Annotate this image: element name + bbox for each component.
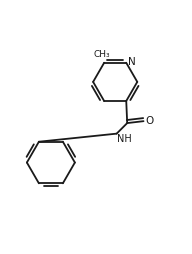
Text: CH₃: CH₃ xyxy=(94,50,111,59)
Text: O: O xyxy=(146,116,154,125)
Text: N: N xyxy=(128,57,136,67)
Text: NH: NH xyxy=(117,134,132,144)
